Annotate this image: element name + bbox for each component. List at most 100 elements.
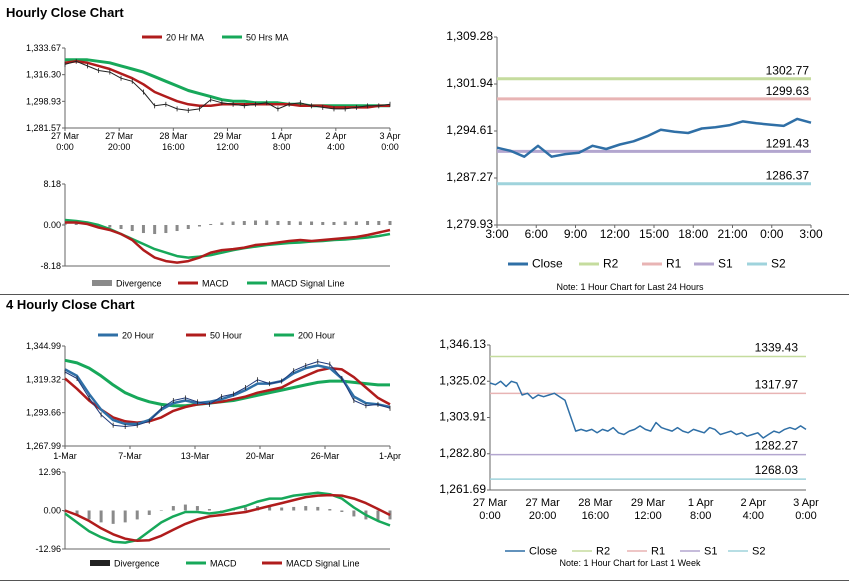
fourhourly-macd-ytick: -12.96	[35, 544, 61, 554]
hourly-sr-ytick: 1,309.28	[446, 29, 493, 43]
fourhourly-divergence-bar	[135, 510, 139, 520]
fourhourly-signal-line	[64, 493, 391, 543]
hourly-sr-legend-r2-label: R2	[603, 257, 619, 271]
section-title-hourly: Hourly Close Chart	[6, 5, 124, 20]
fourhourly-sr-legend-close-label: Close	[529, 546, 557, 558]
fourhourly-divergence-bar	[99, 510, 103, 523]
hourly-price-xtick: 0:00	[56, 142, 74, 152]
hourly-price-xtick: 8:00	[273, 142, 291, 152]
fourhourly-sr-xtick: 3 Apr	[793, 497, 819, 509]
fourhourly-sr-xtick: 27 Mar	[473, 497, 508, 509]
fourhourly-sr-xtick: 27 Mar	[526, 497, 561, 509]
fourhourly-legend-ma200-label: 200 Hour	[298, 331, 335, 341]
hourly-price-ytick: 1,316.30	[26, 70, 61, 80]
hourly-divergence-bar	[119, 225, 123, 230]
fourhourly-divergence-bar	[111, 510, 115, 524]
hourly-sr-ytick: 1,279.93	[446, 217, 493, 231]
hourly-level-label: 1291.43	[766, 136, 810, 150]
fourhourly-divergence-bar	[183, 504, 187, 511]
fourhourly-price-ytick: 1,267.99	[26, 441, 61, 451]
fourhourly-price-xtick: 13-Mar	[181, 451, 210, 461]
fourhourly-divergence-bar	[316, 506, 320, 511]
hourly-level-label: 1299.63	[766, 84, 810, 98]
hourly-divergence-bar	[209, 223, 213, 225]
fourhourly-macd-legend-signal-label: MACD Signal Line	[286, 559, 360, 569]
hourly-macd-ytick: 0.00	[43, 220, 61, 230]
hourly-sr-xtick: 3:00	[799, 227, 823, 241]
fourhourly-price-ytick: 1,344.99	[26, 341, 61, 351]
hourly-price-xtick: 3 Apr	[379, 131, 400, 141]
hourly-macd-legend-macd-label: MACD	[202, 279, 229, 289]
hourly-sr-note: Note: 1 Hour Chart for Last 24 Hours	[556, 282, 704, 292]
hourly-price-xtick: 4:00	[327, 142, 345, 152]
hourly-sr-ytick: 1,294.61	[446, 123, 493, 137]
hourly-divergence-bar	[63, 223, 67, 225]
fourhourly-sr-legend-s2-label: S2	[752, 546, 765, 558]
hourly-divergence-bar	[74, 222, 78, 225]
fourhourly-price-line	[64, 361, 391, 427]
fourhourly-sr-xtick: 0:00	[795, 510, 816, 522]
hourly-sr-legend-s2-label: S2	[771, 257, 786, 271]
hourly-macd-ytick: 8.18	[43, 179, 61, 189]
hourly-sr-xtick: 0:00	[760, 227, 784, 241]
hourly-legend-ma50-label: 50 Hrs MA	[246, 33, 289, 43]
fourhourly-divergence-bar	[340, 510, 344, 512]
hourly-divergence-bar	[175, 225, 179, 232]
fourhourly-divergence-bar	[352, 510, 356, 517]
hourly-level-label: 1286.37	[766, 169, 810, 183]
hourly-divergence-bar	[354, 221, 358, 225]
hourly-macd-legend-signal-label: MACD Signal Line	[271, 279, 345, 289]
fourhourly-sr-legend-r2-label: R2	[596, 546, 610, 558]
hourly-sr-xtick: 9:00	[564, 227, 588, 241]
fourhourly-level-label: 1268.03	[755, 463, 799, 477]
section-divider	[0, 294, 849, 295]
fourhourly-sr-xtick: 4:00	[743, 510, 764, 522]
hourly-divergence-bar	[164, 225, 168, 234]
fourhourly-divergence-bar	[268, 506, 272, 511]
hourly-divergence-bar	[186, 225, 190, 230]
hourly-divergence-bar	[276, 220, 280, 225]
section-title-4hourly: 4 Hourly Close Chart	[6, 297, 135, 312]
hourly-divergence-bar	[242, 220, 246, 225]
hourly-price-xtick: 1 Apr	[271, 131, 292, 141]
hourly-sr-legend-r1-label: R1	[666, 257, 682, 271]
fourhourly-close-line	[489, 380, 807, 439]
fourhourly-sr-note: Note: 1 Hour Chart for Last 1 Week	[560, 558, 701, 568]
fourhourly-sr-legend-s1-label: S1	[704, 546, 717, 558]
hourly-sr-xtick: 15:00	[639, 227, 669, 241]
hourly-ma50-line	[65, 58, 390, 108]
hourly-divergence-bar	[254, 220, 258, 225]
hourly-price-xtick: 2 Apr	[325, 131, 346, 141]
hourly-divergence-bar	[153, 225, 157, 235]
fourhourly-ma50-line	[64, 366, 391, 424]
fourhourly-divergence-bar	[75, 510, 79, 515]
hourly-divergence-bar	[231, 221, 235, 225]
hourly-divergence-bar	[220, 222, 224, 225]
hourly-price-xtick: 27 Mar	[105, 131, 133, 141]
fourhourly-macd-legend-macd-label: MACD	[210, 559, 237, 569]
hourly-price-line	[64, 60, 391, 111]
fourhourly-sr-legend-r1-label: R1	[651, 546, 665, 558]
hourly-macd-line	[65, 221, 391, 264]
fourhourly-price-xtick: 1-Mar	[53, 451, 77, 461]
hourly-sr-xtick: 12:00	[600, 227, 630, 241]
hourly-price-xtick: 29 Mar	[213, 131, 241, 141]
hourly-divergence-bar	[332, 221, 336, 225]
hourly-sr-legend-s1-label: S1	[718, 257, 733, 271]
fourhourly-price-xtick: 26-Mar	[311, 451, 340, 461]
hourly-divergence-bar	[130, 225, 134, 232]
fourhourly-divergence-bar	[244, 507, 248, 511]
fourhourly-price-xtick: 20-Mar	[246, 451, 275, 461]
hourly-price-ytick: 1,333.67	[26, 43, 61, 53]
hourly-divergence-bar	[321, 221, 325, 225]
hourly-macd-legend-div-label: Divergence	[116, 279, 162, 289]
hourly-divergence-bar	[298, 221, 302, 225]
fourhourly-price-xtick: 1-Apr	[379, 451, 401, 461]
fourhourly-divergence-bar	[123, 510, 127, 523]
hourly-price-ytick: 1,298.93	[26, 96, 61, 106]
fourhourly-macd-ytick: 0.00	[43, 506, 61, 516]
fourhourly-sr-xtick: 16:00	[582, 510, 610, 522]
hourly-divergence-bar	[287, 220, 291, 225]
hourly-sr-ytick: 1,301.94	[446, 76, 493, 90]
